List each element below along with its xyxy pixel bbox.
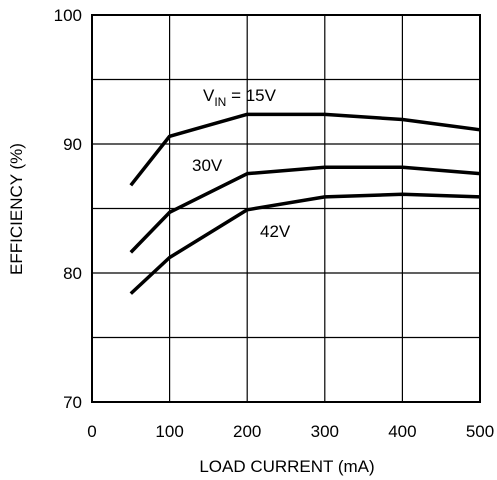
x-tick-label: 100 <box>155 422 183 441</box>
series-label-30v: 30V <box>192 156 223 175</box>
tick-labels: 0 100 200 300 400 500 70 80 90 100 <box>54 6 495 441</box>
series-group <box>129 112 481 295</box>
x-tick-label: 300 <box>311 422 339 441</box>
grid-lines <box>92 15 480 402</box>
x-tick-label: 400 <box>388 422 416 441</box>
y-tick-label: 80 <box>63 264 82 283</box>
x-tick-label: 0 <box>87 422 96 441</box>
series-label-42v: 42V <box>260 222 291 241</box>
series-line-1 <box>129 165 481 254</box>
x-tick-label: 500 <box>466 422 494 441</box>
plot-frame <box>91 14 481 403</box>
y-axis-label: EFFICIENCY (%) <box>7 143 26 275</box>
y-tick-label: 70 <box>63 393 82 412</box>
y-tick-label: 100 <box>54 6 82 25</box>
x-axis-label: LOAD CURRENT (mA) <box>199 457 374 476</box>
series-label-15v: VIN = 15V <box>203 86 277 109</box>
x-tick-label: 200 <box>233 422 261 441</box>
series-line-0 <box>129 112 481 187</box>
y-tick-label: 90 <box>63 135 82 154</box>
series-line-2 <box>129 192 481 295</box>
